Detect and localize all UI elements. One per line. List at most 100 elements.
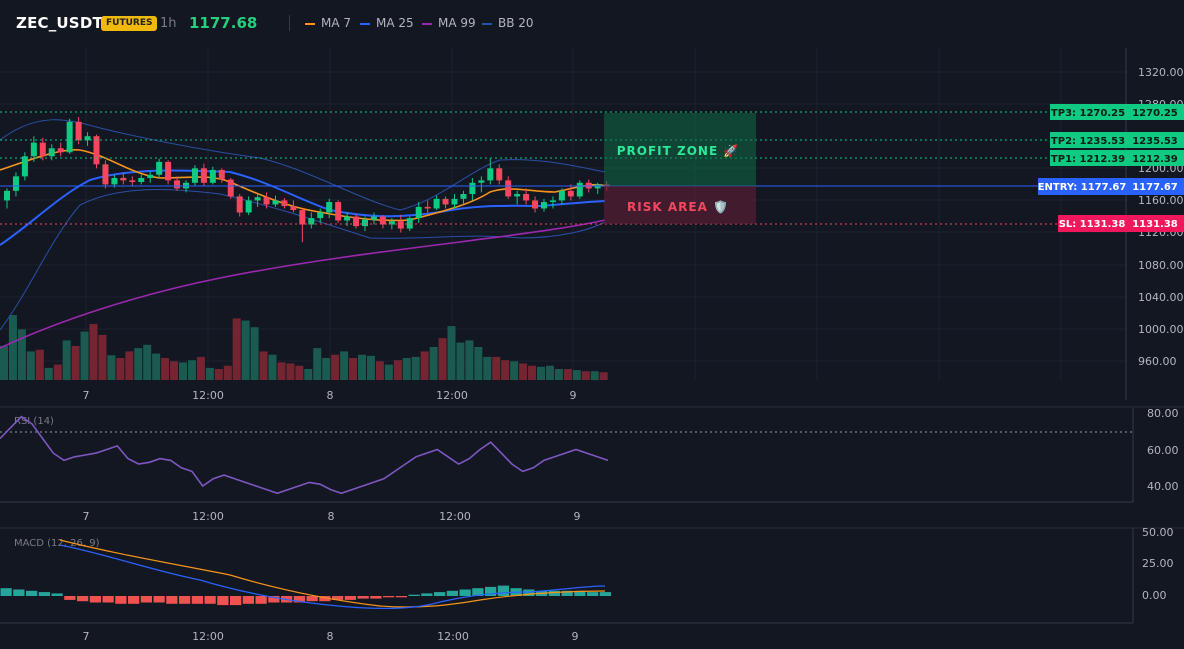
candle-body[interactable] — [317, 212, 324, 219]
ma99-line — [0, 219, 606, 349]
macd-hist-bar — [191, 596, 203, 604]
macd-title: MACD (12, 26, 9) — [14, 538, 100, 549]
tp3-price: 1270.25 — [1132, 108, 1178, 119]
candle-body[interactable] — [272, 200, 279, 205]
candle-body[interactable] — [21, 156, 28, 177]
candle-body[interactable] — [84, 136, 91, 141]
macd-hist-bar — [51, 593, 63, 596]
candle-body[interactable] — [308, 218, 315, 225]
candle-body[interactable] — [147, 174, 154, 178]
candle-body[interactable] — [532, 200, 539, 209]
sl-price-tag — [1126, 215, 1184, 232]
tp2-tag — [1050, 132, 1126, 148]
candle-body[interactable] — [111, 177, 118, 185]
volume-bar — [438, 338, 447, 380]
legend-ma7[interactable]: MA 7 — [305, 16, 351, 30]
candle-body[interactable] — [174, 180, 181, 189]
risk-zone[interactable] — [604, 186, 756, 224]
candle-body[interactable] — [290, 206, 297, 211]
profit-zone[interactable] — [604, 113, 756, 186]
candle-body[interactable] — [567, 190, 574, 197]
volume-bar — [241, 320, 250, 380]
candle-body[interactable] — [102, 164, 109, 185]
macd-hist-bar — [408, 594, 420, 596]
candle-body[interactable] — [227, 179, 234, 197]
candle-body[interactable] — [523, 194, 530, 201]
candle-body[interactable] — [30, 142, 37, 157]
candle-body[interactable] — [505, 180, 512, 197]
candle-body[interactable] — [218, 169, 225, 180]
candle-body[interactable] — [487, 168, 494, 181]
candle-body[interactable] — [138, 177, 145, 182]
candle-body[interactable] — [93, 136, 100, 165]
candle-body[interactable] — [388, 221, 395, 225]
candle-body[interactable] — [263, 197, 270, 205]
timeframe-label[interactable]: 1h — [160, 16, 177, 31]
candle-body[interactable] — [549, 200, 556, 203]
candle-body[interactable] — [120, 177, 127, 181]
candle-body[interactable] — [451, 198, 458, 205]
candle-body[interactable] — [281, 200, 288, 207]
candle-body[interactable] — [326, 202, 333, 213]
candle-body[interactable] — [335, 202, 342, 221]
volume-bar — [366, 355, 375, 380]
candle-body[interactable] — [558, 190, 565, 201]
candle-body[interactable] — [576, 182, 583, 197]
candle-body[interactable] — [541, 202, 547, 209]
candle-body[interactable] — [57, 148, 64, 153]
candle-body[interactable] — [209, 169, 216, 183]
volume-bar — [62, 340, 71, 380]
symbol-name[interactable]: ZEC_USDT — [16, 14, 103, 32]
volume-bar — [107, 355, 116, 380]
macd-hist-bar — [587, 592, 599, 596]
candlesticks[interactable] — [4, 116, 610, 243]
tp2-price-tag — [1126, 132, 1184, 148]
entry-price: 1177.67 — [1132, 182, 1178, 193]
candle-body[interactable] — [66, 121, 73, 153]
candle-body[interactable] — [353, 216, 360, 227]
candle-body[interactable] — [156, 161, 163, 175]
candle-body[interactable] — [442, 198, 449, 205]
candle-body[interactable] — [129, 180, 136, 182]
candle-body[interactable] — [424, 206, 431, 209]
candle-body[interactable] — [469, 182, 476, 195]
macd-hist-bar — [217, 596, 229, 606]
candle-body[interactable] — [75, 121, 82, 141]
candle-body[interactable] — [514, 194, 521, 197]
tp2-price: 1235.53 — [1132, 136, 1178, 147]
macd-hist-bar — [64, 596, 76, 600]
candle-body[interactable] — [299, 210, 306, 225]
legend-ma99[interactable]: MA 99 — [422, 16, 476, 30]
volume-bar — [214, 369, 223, 380]
candle-body[interactable] — [433, 198, 440, 209]
candle-body[interactable] — [344, 216, 351, 221]
legend-ma25[interactable]: MA 25 — [360, 16, 414, 30]
candle-body[interactable] — [48, 148, 55, 157]
candle-body[interactable] — [406, 218, 413, 229]
volume-bar — [349, 358, 358, 380]
candle-body[interactable] — [236, 196, 243, 213]
macd-hist-bar — [485, 586, 497, 596]
candle-body[interactable] — [496, 168, 503, 181]
candle-body[interactable] — [165, 161, 172, 181]
candle-body[interactable] — [460, 194, 467, 199]
candle-body[interactable] — [478, 180, 485, 183]
volume-bar — [447, 326, 456, 380]
candle-body[interactable] — [254, 197, 261, 201]
candle-body[interactable] — [200, 168, 207, 183]
candle-body[interactable] — [397, 221, 404, 229]
time-axis: 7 12:00 8 12:00 9 — [83, 389, 577, 402]
candle-body[interactable] — [39, 142, 46, 157]
legend-bb20[interactable]: BB 20 — [482, 16, 534, 30]
candle-body[interactable] — [191, 168, 198, 183]
legend-ma99-label: MA 99 — [438, 16, 476, 30]
candle-body[interactable] — [379, 216, 386, 225]
candle-body[interactable] — [12, 176, 19, 191]
candle-body[interactable] — [245, 200, 252, 213]
candle-body[interactable] — [362, 219, 368, 227]
volume-bar — [510, 361, 519, 380]
candle-body[interactable] — [415, 206, 422, 219]
candle-body[interactable] — [370, 216, 377, 220]
candle-body[interactable] — [4, 190, 10, 201]
